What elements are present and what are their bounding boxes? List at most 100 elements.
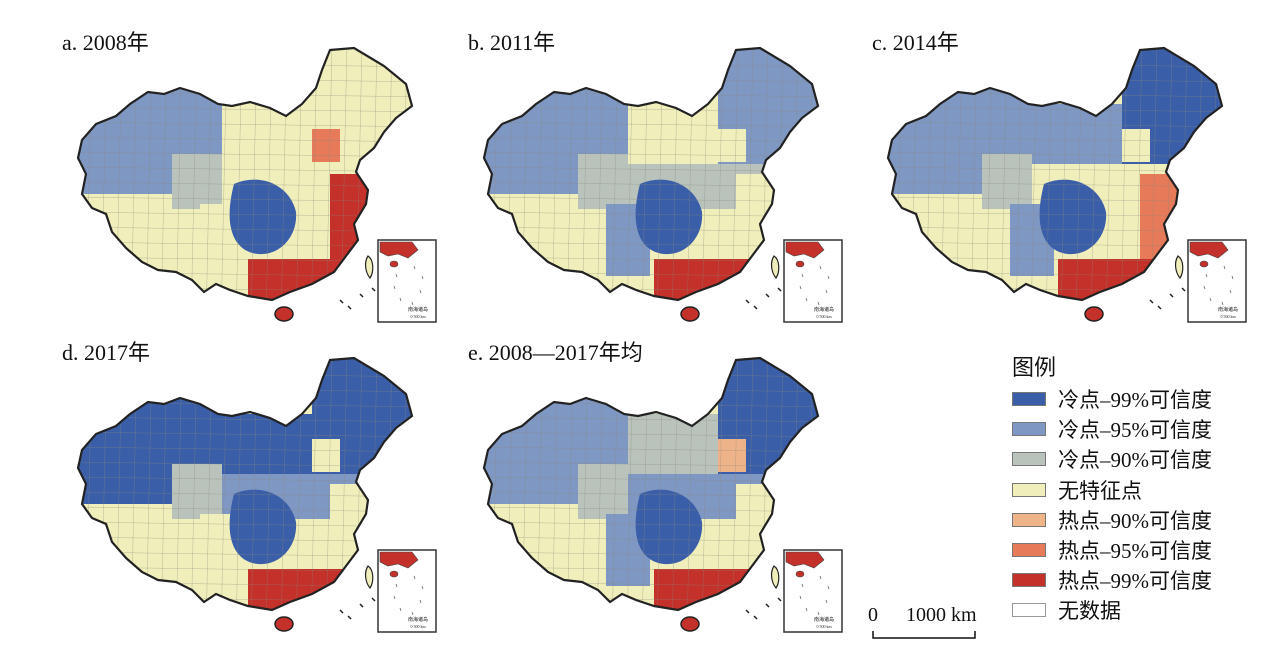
region-sc xyxy=(1039,179,1107,255)
region-qh xyxy=(172,464,237,519)
legend-item: 冷点–90%可信度 xyxy=(1012,444,1272,474)
region-qh xyxy=(578,464,643,519)
legend-label: 无数据 xyxy=(1058,599,1121,624)
region-east xyxy=(330,174,382,259)
taiwan-island xyxy=(770,255,780,280)
hainan-island xyxy=(680,616,700,632)
scale-bar-line xyxy=(872,631,976,639)
country-outline xyxy=(886,46,1224,302)
inset-scale: 0 500 km xyxy=(1220,314,1236,319)
region-sc xyxy=(229,179,297,255)
legend-swatch xyxy=(1012,392,1046,407)
legend-swatch xyxy=(1012,573,1046,588)
country-outline xyxy=(76,46,414,302)
legend-label: 热点–90%可信度 xyxy=(1058,508,1212,533)
inset-label: 南海诸岛 xyxy=(814,306,834,313)
hainan-island xyxy=(274,306,294,322)
legend-swatch xyxy=(1012,422,1046,437)
scale-bar-zero: 0 xyxy=(868,604,878,626)
panel-title: b. 2011年 xyxy=(468,30,556,55)
country-outline xyxy=(482,356,820,612)
inset-label: 南海诸岛 xyxy=(1218,306,1238,313)
inset-label: 南海诸岛 xyxy=(408,616,428,623)
legend-item: 无特征点 xyxy=(1012,475,1272,505)
legend-item: 冷点–95%可信度 xyxy=(1012,414,1272,444)
inset-scale: 0 500 km xyxy=(816,624,832,629)
region-north xyxy=(1032,104,1147,164)
map-panel-2014: 南海诸岛 0 500 km c. 2014年 xyxy=(872,30,1272,350)
region-north xyxy=(628,104,743,164)
map-panel-2011: 南海诸岛 0 500 km b. 2011年 xyxy=(468,30,868,350)
legend-label: 热点–99%可信度 xyxy=(1058,569,1212,594)
legend-item: 热点–90%可信度 xyxy=(1012,505,1272,535)
map-panel-2008: 南海诸岛 0 500 km a. 2008年 xyxy=(62,30,462,350)
hainan-island xyxy=(274,616,294,632)
inset-label: 南海诸岛 xyxy=(408,306,428,313)
legend-item: 冷点–99%可信度 xyxy=(1012,384,1272,414)
region-south xyxy=(1058,259,1172,300)
legend-title: 图例 xyxy=(1012,355,1057,380)
country-outline xyxy=(76,356,414,612)
legend-swatch xyxy=(1012,452,1046,467)
legend-swatch xyxy=(1012,543,1046,558)
legend-label: 无特征点 xyxy=(1058,478,1142,503)
region-south xyxy=(248,569,362,610)
inset-scale: 0 500 km xyxy=(410,314,426,319)
legend-item: 热点–95%可信度 xyxy=(1012,535,1272,565)
region-extra xyxy=(718,129,746,162)
panel-title: e. 2008—2017年均 xyxy=(468,340,643,365)
region-extra xyxy=(312,129,340,162)
inset-label: 南海诸岛 xyxy=(814,616,834,623)
legend-item: 热点–99%可信度 xyxy=(1012,565,1272,595)
region-sc xyxy=(229,489,297,565)
legend-label: 冷点–90%可信度 xyxy=(1058,448,1212,473)
inset-scale: 0 500 km xyxy=(816,314,832,319)
legend-label: 冷点–95%可信度 xyxy=(1058,418,1212,443)
region-extra xyxy=(312,439,340,472)
legend-label: 热点–95%可信度 xyxy=(1058,539,1212,564)
region-east xyxy=(330,484,382,569)
region-qh xyxy=(578,154,643,209)
hainan-island xyxy=(1084,306,1104,322)
taiwan-island xyxy=(364,565,374,590)
region-east xyxy=(1140,174,1192,259)
country-outline xyxy=(482,46,820,302)
region-south xyxy=(654,569,768,610)
scale-bar-label: 1000 km xyxy=(906,604,977,626)
legend-item: 无数据 xyxy=(1012,595,1272,625)
region-north xyxy=(222,414,337,474)
region-extra xyxy=(1122,129,1150,162)
taiwan-island xyxy=(1174,255,1184,280)
scale-bar: 0 1000 km xyxy=(862,604,1002,644)
taiwan-island xyxy=(770,565,780,590)
hainan-island xyxy=(680,306,700,322)
legend: 图例 冷点–99%可信度 冷点–95%可信度 冷点–90%可信度 无特征点 热点… xyxy=(1012,354,1272,626)
map-panel-2017: 南海诸岛 0 500 km d. 2017年 xyxy=(62,340,462,660)
region-east xyxy=(736,174,788,259)
panel-title: d. 2017年 xyxy=(62,340,151,365)
inset-scale: 0 500 km xyxy=(410,624,426,629)
region-qh xyxy=(982,154,1047,209)
region-sc xyxy=(635,179,703,255)
region-qh xyxy=(172,154,237,209)
region-sc xyxy=(635,489,703,565)
region-east xyxy=(736,484,788,569)
map-panel-2008-2017-average: 南海诸岛 0 500 km e. 2008—2017年均 xyxy=(468,340,868,660)
legend-swatch xyxy=(1012,482,1046,497)
region-south xyxy=(248,259,362,300)
region-north xyxy=(628,414,743,474)
region-south xyxy=(654,259,768,300)
taiwan-island xyxy=(364,255,374,280)
panel-title: c. 2014年 xyxy=(872,30,959,55)
region-extra xyxy=(718,439,746,472)
